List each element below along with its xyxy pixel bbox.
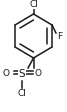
Text: O: O xyxy=(35,70,41,79)
Text: Cl: Cl xyxy=(18,89,26,98)
Text: S: S xyxy=(19,69,25,79)
Text: O: O xyxy=(2,70,10,79)
Text: F: F xyxy=(57,31,63,41)
Text: Cl: Cl xyxy=(29,0,38,9)
